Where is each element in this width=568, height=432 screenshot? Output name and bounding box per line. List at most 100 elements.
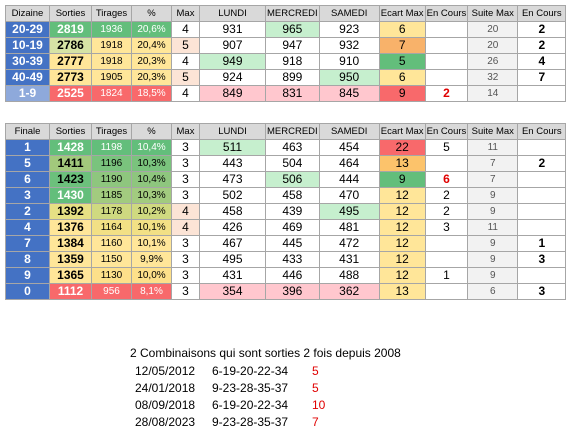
cell-lundi: 443: [199, 155, 266, 172]
cell-en-cours: 1: [424, 267, 469, 284]
header-en-cours: En Cours: [424, 5, 469, 22]
cell-mercredi: 439: [265, 203, 320, 220]
cell-suite-max: 11: [467, 219, 519, 236]
footer-title: 2 Combinaisons qui sont sorties 2 fois d…: [130, 346, 401, 360]
cell-lundi: 467: [199, 235, 266, 252]
cell-mercredi: 433: [265, 251, 320, 268]
header-row: Dizaine Sorties Tirages% Max LUNDI MERCREDI SA…: [5, 5, 567, 22]
cell-sorties: 1411: [49, 155, 92, 172]
combo-numbers: 6-19-20-22-34: [212, 398, 289, 412]
cell-label: 20-29: [5, 21, 50, 38]
cell-max: 4: [171, 85, 200, 102]
cell-percent: 9,9%: [131, 251, 172, 268]
header-sorties: Sorties: [49, 5, 92, 22]
cell-percent: 10,3%: [131, 155, 172, 172]
combo-count: 5: [312, 364, 319, 378]
cell-max: 3: [171, 187, 200, 204]
cell-max: 3: [171, 171, 200, 188]
combo-row: 28/08/2023 9-23-28-35-37 7: [0, 415, 568, 431]
cell-label: 7: [5, 235, 50, 252]
cell-label: 3: [5, 187, 50, 204]
cell-ecart-max: 12: [378, 203, 426, 220]
cell-ecart-max: 12: [378, 235, 426, 252]
cell-lundi: 431: [199, 267, 266, 284]
combo-date: 12/05/2012: [135, 364, 196, 378]
cell-en-cours-2: [517, 85, 567, 102]
cell-mercredi: 458: [265, 187, 320, 204]
cell-lundi: 924: [199, 69, 266, 86]
cell-max: 3: [171, 155, 200, 172]
table-row: 1-9 2525 1824 18,5% 4 849 831 845 9 2 14: [5, 85, 567, 102]
cell-max: 5: [171, 37, 200, 54]
table-row: 1 1428 1198 10,4% 3 511 463 454 22 5 11: [5, 139, 567, 156]
cell-mercredi: 396: [265, 283, 320, 300]
cell-suite-max: 7: [467, 155, 519, 172]
cell-en-cours-2: 2: [517, 37, 567, 54]
combo-date: 08/09/2018: [135, 398, 196, 412]
cell-percent: 20,4%: [131, 37, 172, 54]
header-mercredi: MERCREDI: [265, 5, 320, 22]
header-ecart-max: Ecart Max: [378, 123, 426, 140]
combo-date: 24/01/2018: [135, 381, 196, 395]
table-dizaine: Dizaine Sorties Tirages% Max LUNDI MERCREDI SA…: [5, 5, 567, 102]
cell-label: 1: [5, 139, 50, 156]
cell-max: 3: [171, 283, 200, 300]
cell-percent: 18,5%: [131, 85, 172, 102]
cell-max: 4: [171, 219, 200, 236]
cell-samedi: 481: [318, 219, 380, 236]
cell-label: 5: [5, 155, 50, 172]
combo-count: 5: [312, 381, 319, 395]
cell-en-cours-2: 3: [517, 283, 567, 300]
cell-en-cours-2: [517, 171, 567, 188]
cell-lundi: 511: [199, 139, 266, 156]
cell-sorties: 2525: [49, 85, 92, 102]
table-row: 0 1112 956 8,1% 3 354 396 362 13 6 3: [5, 283, 567, 300]
cell-samedi: 932: [318, 37, 380, 54]
cell-sorties: 1384: [49, 235, 92, 252]
cell-sorties: 1365: [49, 267, 92, 284]
cell-suite-max: 20: [467, 21, 519, 38]
cell-samedi: 923: [318, 21, 380, 38]
cell-percent: 10,1%: [131, 235, 172, 252]
header-tirages: Tirages: [91, 123, 132, 140]
header-samedi: SAMEDI: [318, 5, 380, 22]
header-tirages: Tirages: [91, 5, 132, 22]
cell-sorties: 2786: [49, 37, 92, 54]
cell-sorties: 1376: [49, 219, 92, 236]
cell-en-cours: 6: [424, 171, 469, 188]
cell-samedi: 950: [318, 69, 380, 86]
header-lundi: LUNDI: [199, 123, 266, 140]
cell-suite-max: 9: [467, 235, 519, 252]
cell-tirages: 1160: [91, 235, 132, 252]
cell-sorties: 1112: [49, 283, 92, 300]
cell-tirages: 1196: [91, 155, 132, 172]
cell-percent: 10,2%: [131, 203, 172, 220]
header-sorties: Sorties: [49, 123, 92, 140]
cell-mercredi: 506: [265, 171, 320, 188]
cell-tirages: 1918: [91, 53, 132, 70]
cell-lundi: 354: [199, 283, 266, 300]
cell-percent: 20,3%: [131, 69, 172, 86]
cell-samedi: 488: [318, 267, 380, 284]
table-row: 5 1411 1196 10,3% 3 443 504 464 13 7 2: [5, 155, 567, 172]
header-percent: %: [131, 123, 172, 140]
cell-percent: 10,4%: [131, 171, 172, 188]
cell-ecart-max: 12: [378, 251, 426, 268]
table-row: 3 1430 1185 10,3% 3 502 458 470 12 2 9: [5, 187, 567, 204]
header-suite-max: Suite Max: [467, 123, 519, 140]
combo-numbers: 9-23-28-35-37: [212, 415, 289, 429]
table-row: 9 1365 1130 10,0% 3 431 446 488 12 1 9: [5, 267, 567, 284]
header-ecart-max: Ecart Max: [378, 5, 426, 22]
cell-en-cours: 2: [424, 187, 469, 204]
cell-label: 1-9: [5, 85, 50, 102]
cell-en-cours-2: 2: [517, 21, 567, 38]
cell-tirages: 1164: [91, 219, 132, 236]
cell-samedi: 454: [318, 139, 380, 156]
cell-samedi: 470: [318, 187, 380, 204]
cell-ecart-max: 13: [378, 283, 426, 300]
cell-samedi: 472: [318, 235, 380, 252]
table-row: 30-39 2777 1918 20,3% 4 949 918 910 5 26 4: [5, 53, 567, 70]
cell-en-cours: 3: [424, 219, 469, 236]
cell-en-cours-2: 4: [517, 53, 567, 70]
header-samedi: SAMEDI: [318, 123, 380, 140]
